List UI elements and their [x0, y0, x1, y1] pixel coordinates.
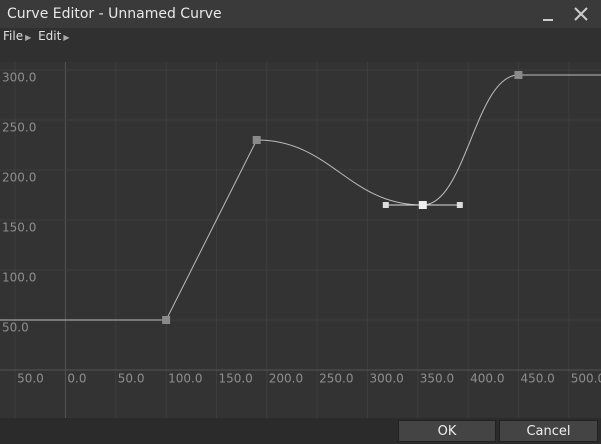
- tangent-handle-point: [456, 202, 463, 208]
- y-tick-label: 300.0: [2, 71, 36, 85]
- x-tick-label: 250.0: [319, 372, 353, 386]
- x-tick-label: 300.0: [369, 372, 403, 386]
- cancel-button[interactable]: Cancel: [499, 420, 598, 442]
- curve-plot[interactable]: 0.050.00.050.0100.0150.0200.0250.0300.03…: [0, 62, 601, 418]
- window-controls: [543, 7, 588, 21]
- y-tick-label: 50.0: [2, 321, 29, 335]
- x-tick-label: 200.0: [269, 372, 303, 386]
- key-point[interactable]: [162, 316, 171, 324]
- x-tick-label: 50.0: [118, 372, 145, 386]
- y-tick-label: 100.0: [2, 271, 36, 285]
- tangent-handle-point: [382, 202, 389, 208]
- key-point[interactable]: [252, 136, 261, 144]
- menu-edit[interactable]: Edit: [38, 29, 62, 43]
- plot-background: [0, 62, 601, 418]
- window-title: Curve Editor - Unnamed Curve: [7, 6, 222, 22]
- key-point[interactable]: [514, 71, 523, 79]
- y-tick-label: 250.0: [2, 121, 36, 135]
- menu-arrow: ▶: [25, 33, 32, 42]
- menu-arrow: ▶: [63, 33, 70, 42]
- ok-button[interactable]: OK: [398, 420, 496, 442]
- x-tick-label: 150.0: [218, 372, 252, 386]
- x-tick-label: 50.0: [17, 372, 44, 386]
- close-button[interactable]: [574, 7, 588, 21]
- key-point[interactable]: [418, 201, 427, 209]
- x-tick-label: 350.0: [420, 372, 454, 386]
- y-tick-label: 200.0: [2, 171, 36, 185]
- title-bar: Curve Editor - Unnamed Curve: [0, 0, 601, 28]
- x-tick-label: 400.0: [470, 372, 504, 386]
- x-tick-label: 500.0: [571, 372, 601, 386]
- y-tick-label: 150.0: [2, 221, 36, 235]
- button-bar: OK Cancel: [0, 418, 601, 444]
- x-tick-label: 100.0: [168, 372, 202, 386]
- x-tick-label: 450.0: [520, 372, 554, 386]
- menu-bar: File ▶ Edit ▶: [0, 28, 601, 44]
- menu-file[interactable]: File: [3, 29, 24, 43]
- x-tick-label: 0.0: [67, 372, 86, 386]
